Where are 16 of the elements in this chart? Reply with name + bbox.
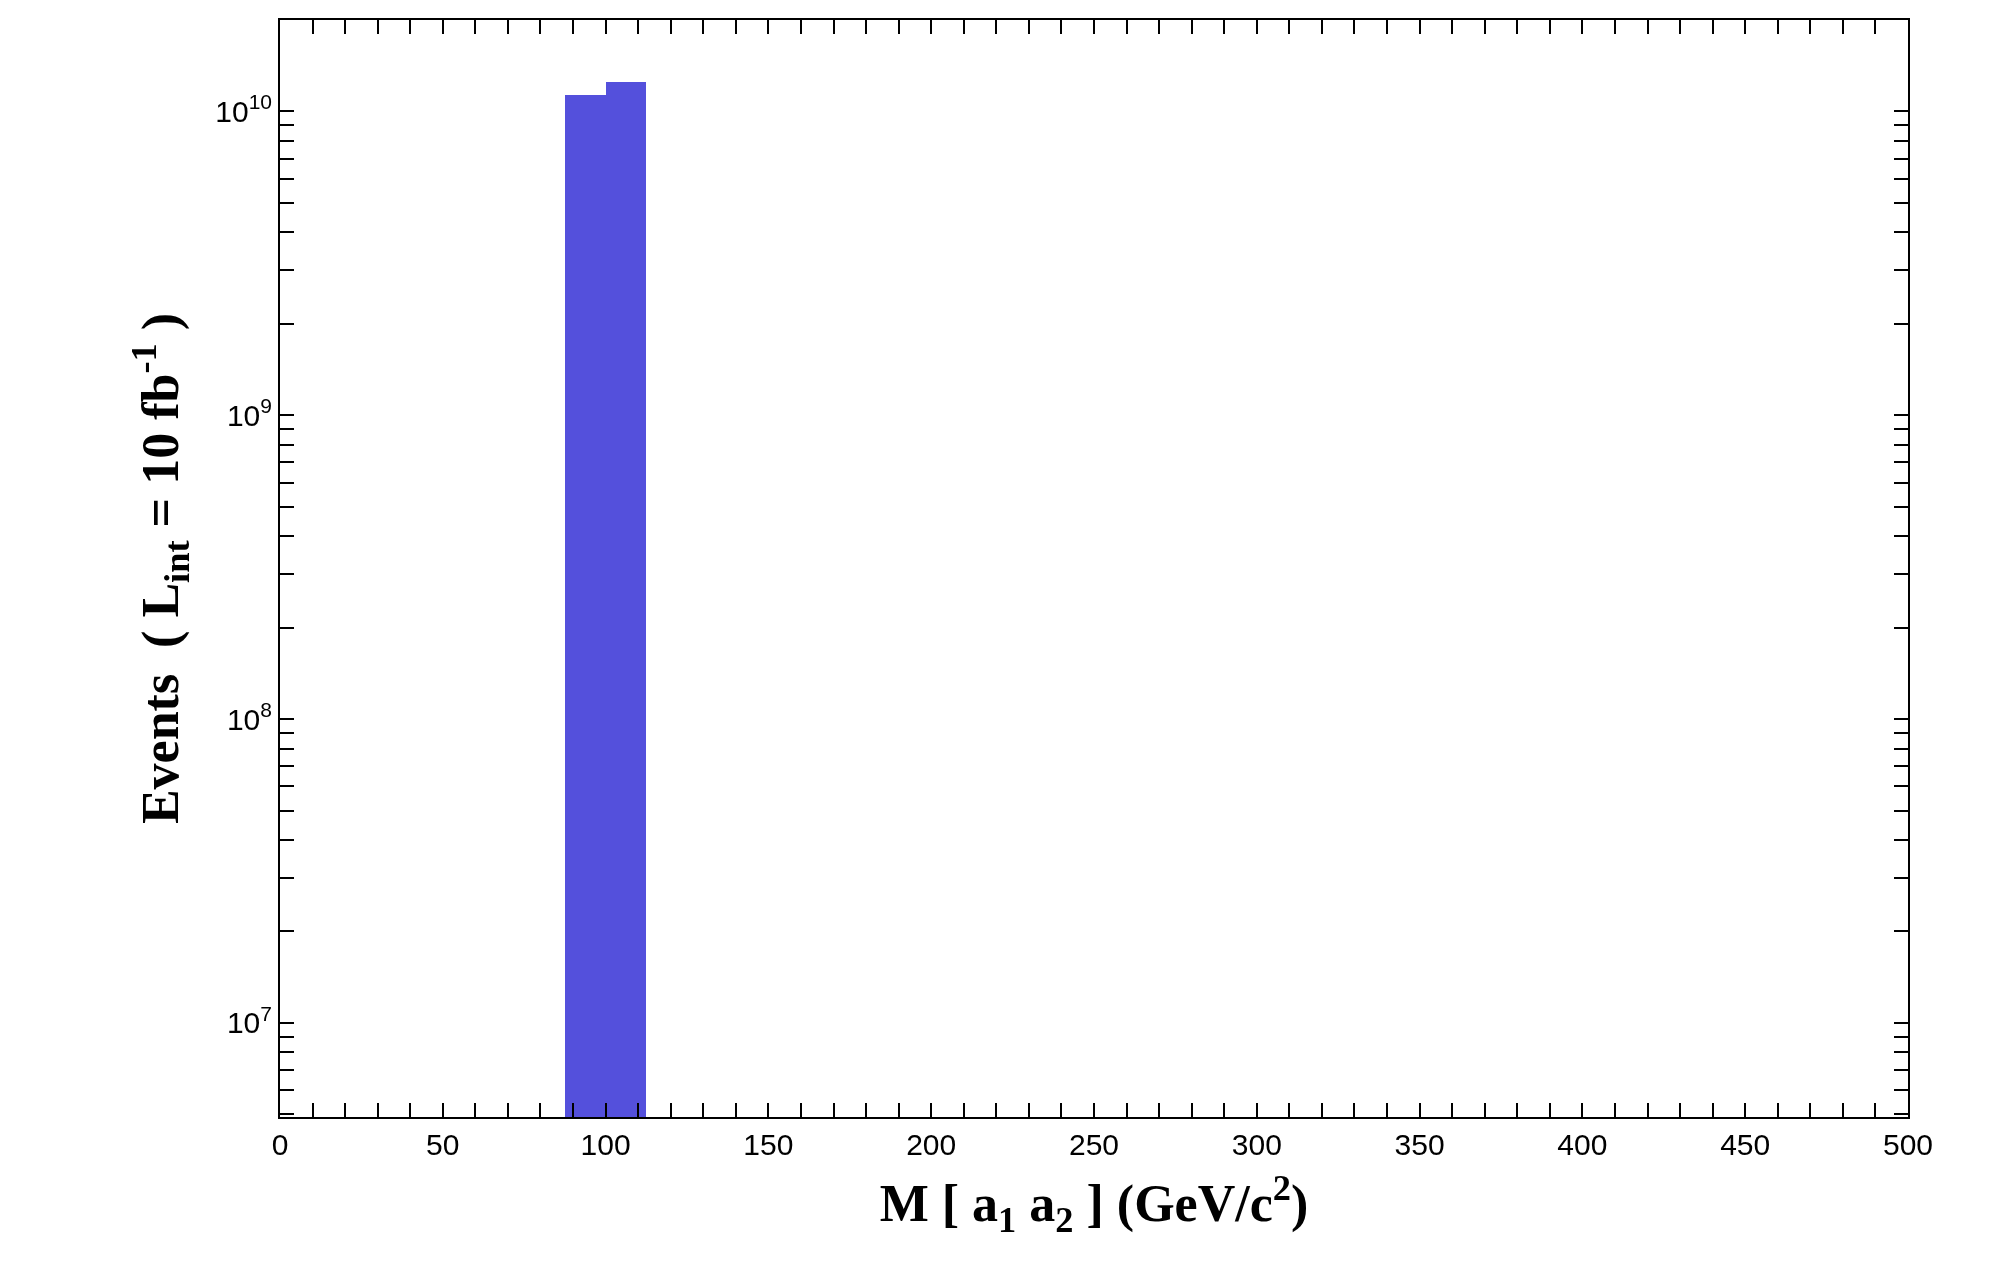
- x-tick-label: 250: [1068, 1128, 1120, 1161]
- x-tick-label: 350: [1394, 1128, 1445, 1161]
- x-tick-label: 500: [1882, 1128, 1934, 1161]
- x-tick-label: 0: [271, 1128, 289, 1161]
- x-tick-label: 400: [1557, 1128, 1608, 1161]
- x-tick-label: 200: [906, 1128, 957, 1161]
- x-tick-label: 150: [743, 1128, 794, 1161]
- y-tick-label: 10$^{10}$: [215, 90, 272, 128]
- x-tick-label: 450: [1720, 1128, 1771, 1161]
- x-tick-label: 50: [426, 1128, 460, 1161]
- y-tick-label: 10$^{7}$: [226, 1001, 272, 1040]
- x-tick-label: 100: [580, 1128, 631, 1161]
- x-tick-label: 300: [1231, 1128, 1282, 1161]
- x-axis-title: M [ a$_{1}$ a$_{2}$ ] (GeV/c$^{2}$): [879, 1167, 1309, 1241]
- y-tick-label: 10$^{9}$: [226, 394, 272, 432]
- y-tick-label: 10$^{8}$: [226, 697, 272, 736]
